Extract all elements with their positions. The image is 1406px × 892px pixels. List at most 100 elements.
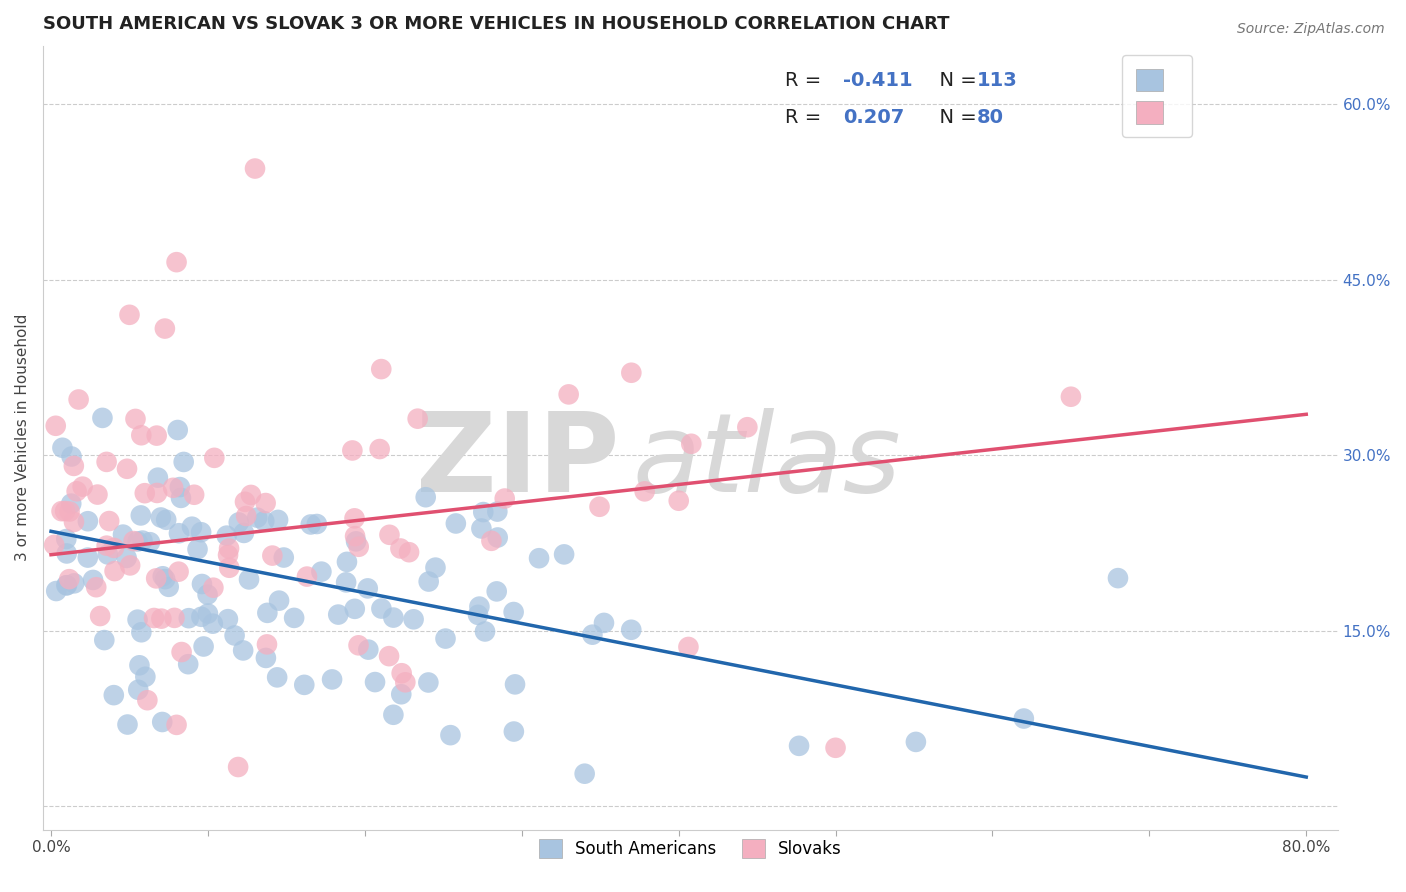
Point bbox=[402, 612, 425, 626]
Point bbox=[378, 649, 401, 664]
Point bbox=[134, 486, 156, 500]
Point bbox=[634, 484, 657, 499]
Point bbox=[467, 607, 489, 622]
Point bbox=[273, 550, 295, 565]
Point bbox=[246, 510, 269, 524]
Point bbox=[131, 428, 153, 442]
Point bbox=[128, 658, 150, 673]
Point bbox=[389, 541, 412, 556]
Point bbox=[262, 549, 284, 563]
Point bbox=[217, 612, 239, 626]
Point bbox=[218, 541, 240, 556]
Point bbox=[60, 497, 83, 511]
Point bbox=[357, 642, 380, 657]
Point bbox=[364, 675, 387, 690]
Point bbox=[84, 580, 107, 594]
Point bbox=[149, 510, 172, 524]
Point bbox=[344, 529, 367, 543]
Point bbox=[357, 582, 380, 596]
Point bbox=[103, 688, 125, 702]
Point bbox=[120, 558, 142, 573]
Point bbox=[202, 581, 225, 595]
Point bbox=[444, 516, 467, 531]
Text: R =: R = bbox=[785, 108, 827, 128]
Point bbox=[470, 521, 492, 535]
Point bbox=[343, 602, 366, 616]
Point bbox=[63, 576, 86, 591]
Text: 113: 113 bbox=[977, 71, 1017, 90]
Point bbox=[391, 666, 413, 681]
Point bbox=[737, 420, 759, 434]
Point bbox=[55, 578, 77, 592]
Point bbox=[170, 491, 193, 505]
Point bbox=[177, 657, 200, 672]
Point bbox=[418, 574, 440, 589]
Point bbox=[166, 255, 188, 269]
Point bbox=[93, 633, 115, 648]
Point bbox=[243, 161, 266, 176]
Text: SOUTH AMERICAN VS SLOVAK 3 OR MORE VEHICLES IN HOUSEHOLD CORRELATION CHART: SOUTH AMERICAN VS SLOVAK 3 OR MORE VEHIC… bbox=[44, 15, 949, 33]
Point bbox=[394, 675, 416, 690]
Point bbox=[295, 569, 318, 583]
Point bbox=[53, 504, 76, 518]
Point bbox=[51, 441, 73, 455]
Text: R =: R = bbox=[785, 71, 827, 90]
Point bbox=[472, 505, 495, 519]
Point bbox=[574, 766, 596, 780]
Point bbox=[343, 511, 366, 525]
Point bbox=[283, 611, 305, 625]
Point bbox=[1060, 390, 1083, 404]
Point bbox=[527, 551, 550, 566]
Point bbox=[167, 526, 190, 541]
Point bbox=[139, 535, 162, 549]
Point bbox=[60, 450, 83, 464]
Point bbox=[382, 610, 405, 624]
Point bbox=[238, 573, 260, 587]
Point bbox=[824, 740, 846, 755]
Point bbox=[347, 540, 370, 554]
Point bbox=[55, 546, 77, 560]
Point bbox=[305, 516, 328, 531]
Point bbox=[146, 486, 169, 500]
Point bbox=[131, 625, 153, 640]
Point bbox=[97, 548, 120, 562]
Point bbox=[150, 612, 173, 626]
Point bbox=[103, 541, 125, 555]
Point bbox=[193, 640, 215, 654]
Point bbox=[1107, 571, 1129, 585]
Point bbox=[55, 532, 77, 546]
Point bbox=[398, 545, 420, 559]
Point bbox=[588, 500, 610, 514]
Text: N =: N = bbox=[928, 71, 983, 90]
Point bbox=[239, 488, 262, 502]
Point bbox=[127, 534, 149, 549]
Point bbox=[169, 480, 191, 494]
Point bbox=[183, 488, 205, 502]
Legend: South Americans, Slovaks: South Americans, Slovaks bbox=[531, 832, 849, 864]
Point bbox=[335, 575, 357, 590]
Point bbox=[201, 616, 224, 631]
Point bbox=[347, 638, 370, 652]
Point bbox=[425, 560, 447, 574]
Point bbox=[370, 362, 392, 376]
Point bbox=[233, 495, 256, 509]
Point bbox=[434, 632, 457, 646]
Point bbox=[486, 531, 509, 545]
Point bbox=[1012, 712, 1035, 726]
Point bbox=[67, 392, 90, 407]
Point bbox=[389, 687, 412, 701]
Point bbox=[678, 640, 700, 654]
Point bbox=[143, 611, 166, 625]
Point bbox=[311, 565, 333, 579]
Point bbox=[63, 515, 86, 529]
Point bbox=[267, 513, 290, 527]
Point bbox=[150, 714, 173, 729]
Point bbox=[163, 611, 186, 625]
Point bbox=[115, 462, 138, 476]
Point bbox=[76, 514, 98, 528]
Point bbox=[494, 491, 516, 506]
Point bbox=[502, 724, 524, 739]
Point bbox=[103, 564, 125, 578]
Point bbox=[224, 628, 246, 642]
Point bbox=[72, 480, 94, 494]
